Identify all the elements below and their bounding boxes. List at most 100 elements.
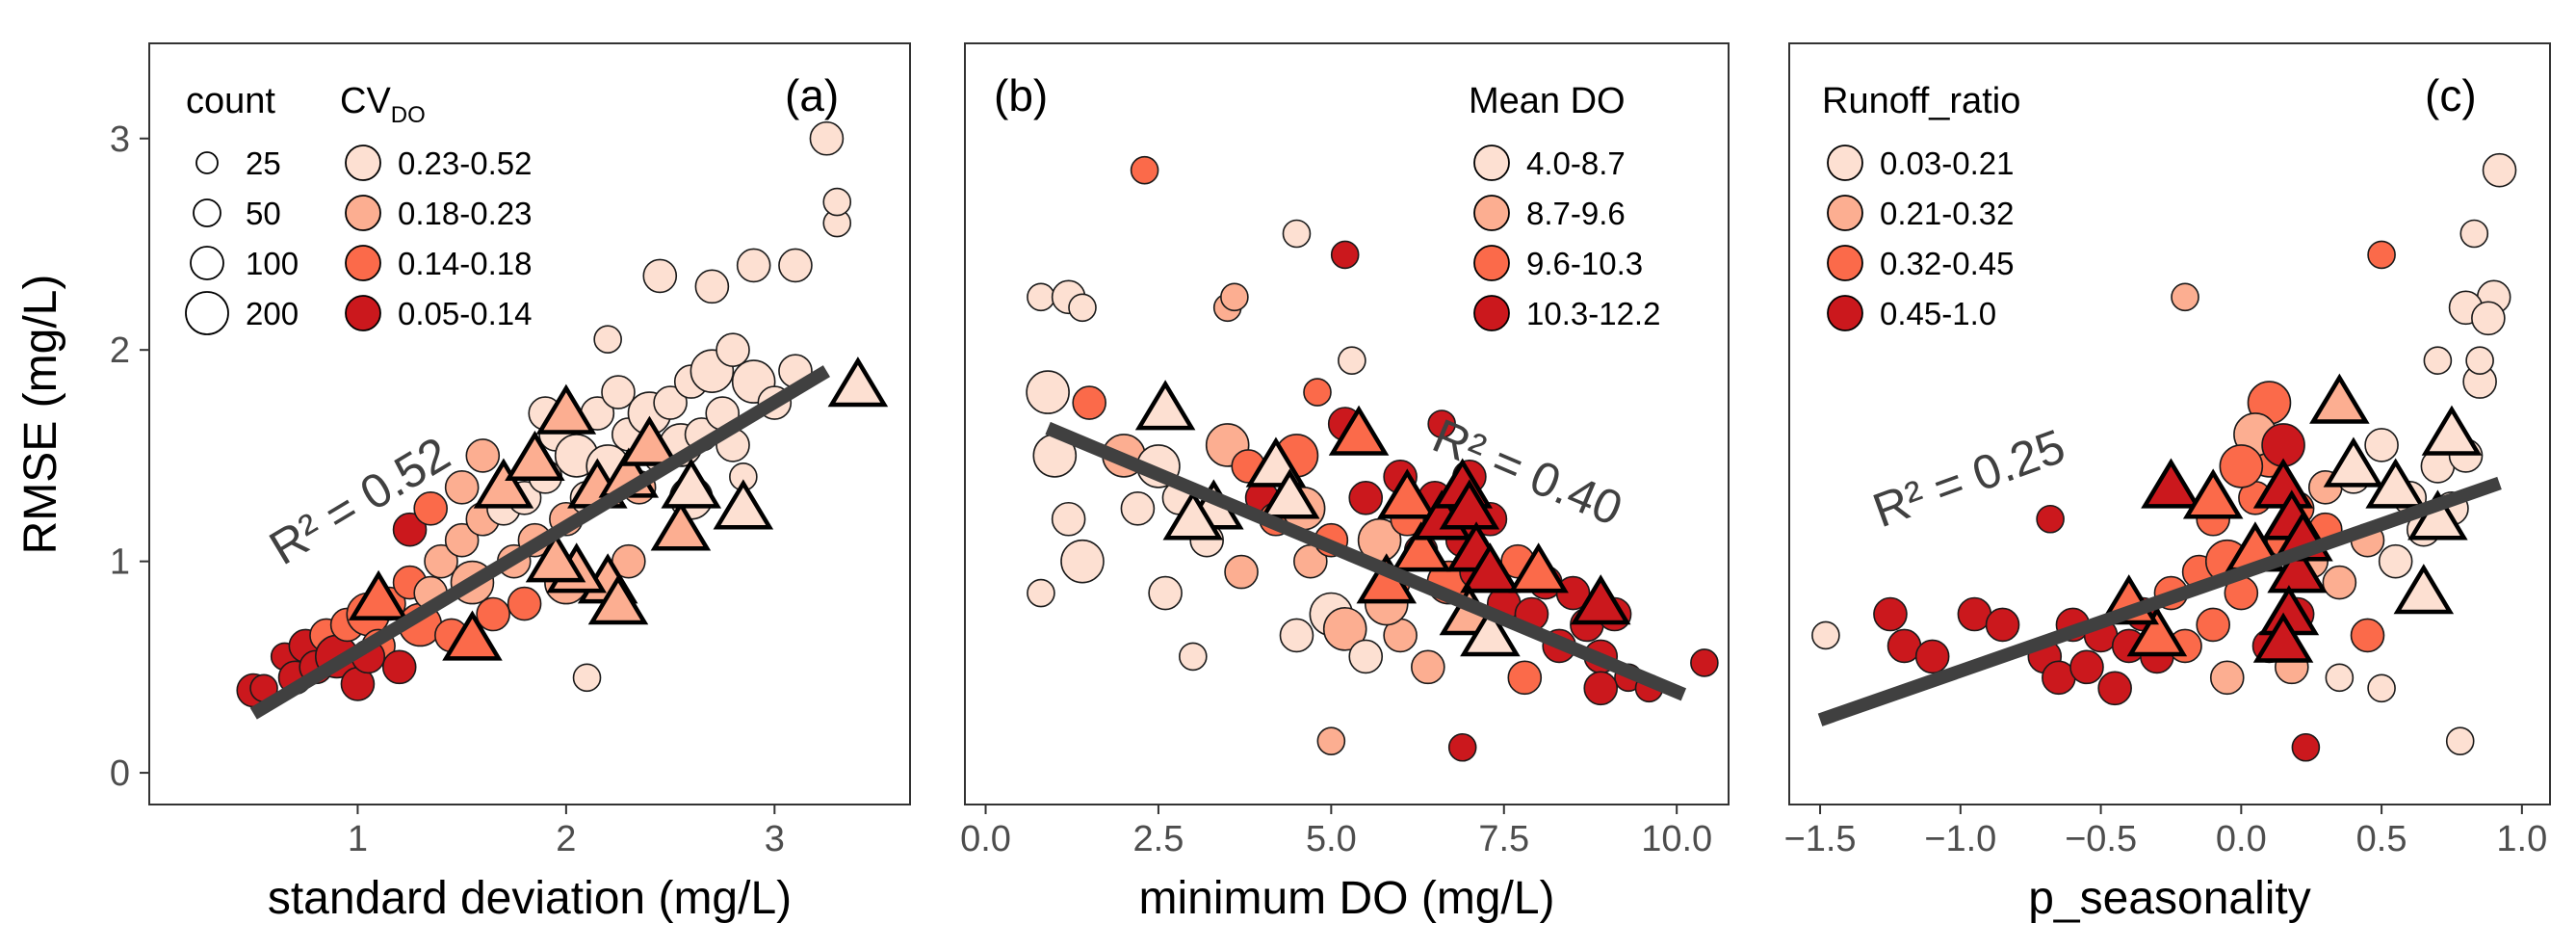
data-point — [1914, 639, 1950, 674]
data-point — [1411, 649, 1445, 685]
color-legend-swatch — [1827, 245, 1863, 281]
triangle-point — [661, 458, 722, 509]
data-point — [1282, 219, 1312, 249]
data-point — [1348, 639, 1384, 674]
color-legend-label: 0.21-0.32 — [1880, 196, 2014, 231]
triangle-point — [348, 569, 409, 620]
data-point — [1555, 575, 1591, 611]
trend-line — [1045, 421, 1687, 701]
x-tick-label: −1.0 — [1924, 819, 1996, 859]
data-point — [1985, 607, 2020, 643]
color-legend-swatch — [1473, 245, 1510, 281]
data-point — [444, 470, 480, 505]
data-point — [444, 522, 480, 558]
color-legend-swatch — [345, 195, 381, 231]
color-legend-swatch — [1473, 145, 1510, 181]
color-legend-label: 10.3-12.2 — [1526, 296, 1660, 331]
x-tick-label: −1.5 — [1784, 819, 1857, 859]
y-axis-title: RMSE (mg/L) — [15, 275, 66, 555]
color-legend-title: Runoff_ratio — [1822, 81, 2020, 121]
data-point — [572, 663, 602, 693]
panel-tag: (b) — [994, 70, 1048, 120]
color-legend-label: 9.6-10.3 — [1526, 246, 1643, 281]
data-point — [2423, 346, 2453, 375]
color-legend-swatch — [1827, 195, 1863, 231]
data-point — [1427, 409, 1456, 438]
data-point — [1583, 671, 1619, 706]
triangle-point — [2182, 468, 2244, 519]
triangle-point — [1439, 479, 1500, 530]
panel-tag: (a) — [785, 70, 839, 120]
triangle-point — [619, 415, 680, 466]
triangle-point — [587, 574, 649, 625]
size-legend-label: 25 — [246, 145, 281, 181]
panel-frame — [964, 42, 1730, 805]
triangle-point — [2393, 564, 2455, 615]
triangle-point — [505, 430, 565, 482]
color-legend-label: 0.05-0.14 — [398, 296, 532, 331]
color-legend-swatch — [1473, 295, 1510, 331]
x-tick-label: 5.0 — [1306, 819, 1357, 859]
data-point — [1322, 607, 1367, 651]
triangle-point — [2323, 436, 2384, 488]
data-point — [2209, 660, 2245, 696]
y-tick-label: 0 — [110, 753, 130, 794]
data-point — [2097, 671, 2132, 706]
triangle-point — [2141, 458, 2201, 509]
x-tick-label: 7.5 — [1478, 819, 1529, 859]
data-point — [1348, 481, 1384, 515]
trend-line — [249, 365, 831, 720]
data-point — [507, 586, 542, 621]
data-point — [593, 325, 622, 355]
data-point — [2171, 282, 2199, 312]
size-legend-swatch — [190, 246, 224, 280]
data-point — [2378, 543, 2413, 579]
data-point — [1811, 620, 1840, 650]
data-point — [2367, 240, 2396, 270]
y-tick-label: 1 — [110, 542, 130, 583]
color-legend-label: 0.18-0.23 — [398, 196, 532, 231]
color-legend-title: CVDO — [340, 81, 426, 128]
data-point — [1027, 282, 1055, 312]
data-point — [2196, 607, 2230, 643]
data-point — [1224, 554, 1259, 590]
triangle-point — [1260, 468, 1320, 519]
data-point — [381, 649, 417, 685]
data-point — [642, 258, 678, 294]
data-point — [1330, 240, 1360, 270]
triangle-point — [1570, 574, 1631, 625]
data-point — [1120, 490, 1156, 526]
data-point — [1179, 642, 1208, 672]
x-tick-label: 10.0 — [1641, 819, 1712, 859]
size-legend-swatch — [193, 198, 221, 227]
data-point — [822, 187, 852, 217]
x-tick-label: 1.0 — [2496, 819, 2547, 859]
triangle-point — [1134, 380, 1196, 431]
panel-frame — [1788, 42, 2551, 805]
data-point — [1447, 732, 1477, 762]
data-point — [465, 438, 501, 473]
size-legend-label: 200 — [246, 296, 299, 331]
triangle-point — [2421, 405, 2483, 456]
color-legend-label: 8.7-9.6 — [1526, 196, 1626, 231]
data-point — [1338, 346, 1366, 375]
data-point — [2459, 219, 2489, 249]
triangle-point — [2252, 612, 2314, 663]
x-tick-label: 2 — [556, 819, 576, 859]
data-point — [2367, 673, 2396, 703]
x-tick-label: 2.5 — [1133, 819, 1184, 859]
data-point — [424, 543, 458, 579]
data-point — [601, 375, 636, 409]
x-tick-label: 0.0 — [960, 819, 1011, 859]
size-legend-title: count — [186, 81, 275, 121]
color-legend-swatch — [1473, 195, 1510, 231]
triangle-point — [1162, 489, 1224, 541]
color-legend-title-subscript: DO — [391, 102, 426, 128]
data-point — [392, 512, 428, 547]
x-axis-title: standard deviation (mg/L) — [268, 873, 792, 924]
color-legend-swatch — [1827, 145, 1863, 181]
triangle-point — [473, 458, 534, 509]
data-point — [1060, 539, 1105, 584]
